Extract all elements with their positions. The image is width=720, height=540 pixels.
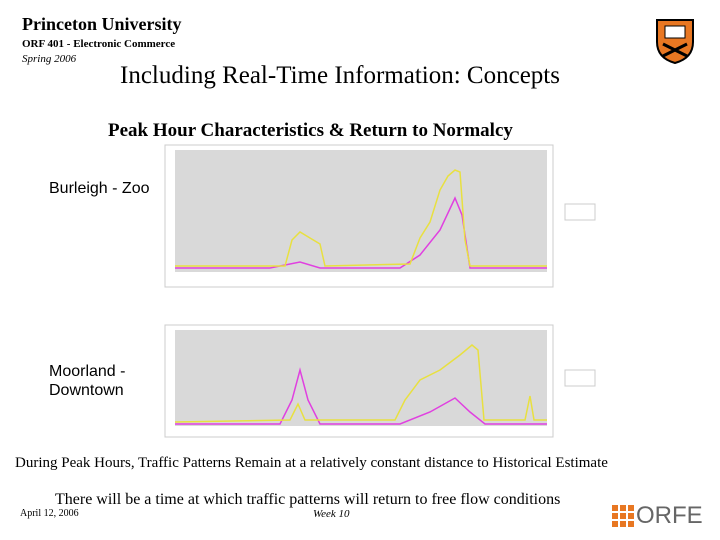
body-text: During Peak Hours, Traffic Patterns Rema… xyxy=(15,455,608,471)
logo-text: ORFE xyxy=(636,502,703,529)
curve xyxy=(174,344,547,423)
term: Spring 2006 xyxy=(22,53,77,65)
curve xyxy=(175,169,547,267)
legend-box xyxy=(564,369,596,387)
legend-box xyxy=(564,203,596,221)
logo-grid xyxy=(612,505,634,527)
body-text: There will be a time at which traffic pa… xyxy=(55,491,561,508)
crest xyxy=(656,19,694,64)
figure-label: Burleigh - Zoo xyxy=(49,180,150,198)
figure-label: Moorland - Downtown xyxy=(49,363,126,399)
brand: Princeton University xyxy=(22,14,182,34)
slide-title: Including Real-Time Information: Concept… xyxy=(120,62,560,89)
footer-date: April 12, 2006 xyxy=(20,508,79,519)
subtitle: Peak Hour Characteristics & Return to No… xyxy=(108,120,513,141)
curve xyxy=(175,367,547,425)
plot-area xyxy=(175,150,547,272)
footer-week: Week 10 xyxy=(313,508,350,520)
course: ORF 401 - Electronic Commerce xyxy=(22,38,176,50)
plot-area xyxy=(175,330,547,426)
